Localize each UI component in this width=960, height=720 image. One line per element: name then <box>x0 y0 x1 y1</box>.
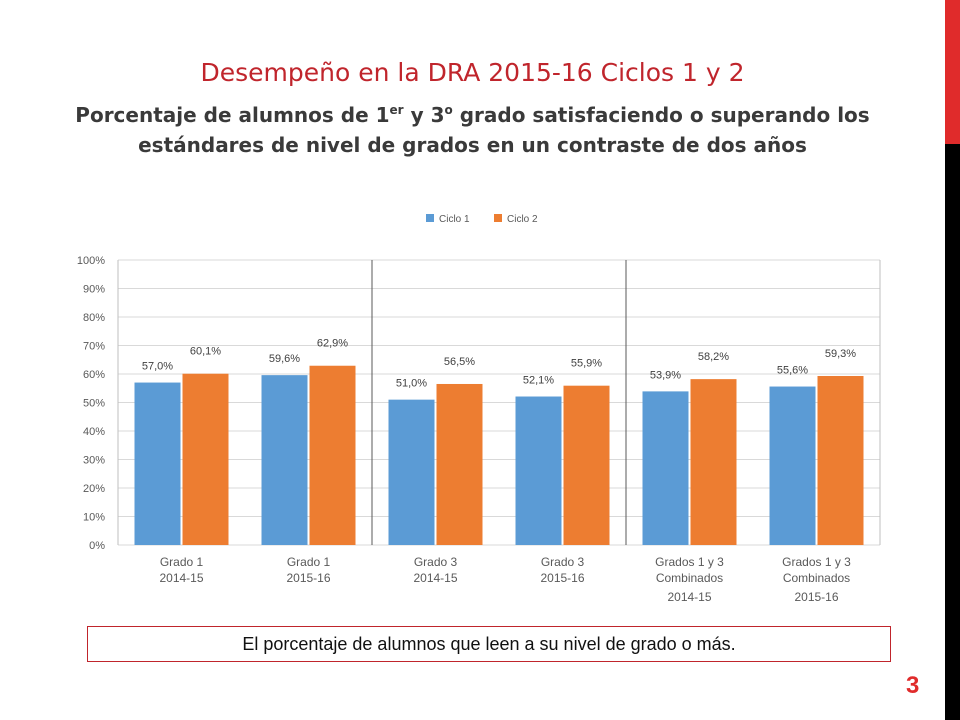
subtitle-part: grado satisfaciendo o superando los está… <box>138 103 870 157</box>
accent-bar-black <box>945 144 960 720</box>
callout-box: El porcentaje de alumnos que leen a su n… <box>87 626 891 662</box>
legend-swatch <box>494 214 502 222</box>
data-label: 56,5% <box>444 356 475 368</box>
x-category-label: Grados 1 y 3 <box>655 555 724 569</box>
data-label: 57,0% <box>142 361 173 373</box>
bar-ciclo-2 <box>436 383 483 545</box>
x-category-label: 2014-15 <box>667 590 711 604</box>
x-category-label: 2014-15 <box>413 571 457 585</box>
data-label: 59,3% <box>825 348 856 360</box>
x-category-label: Grado 3 <box>541 555 585 569</box>
y-tick-label: 0% <box>89 540 105 552</box>
data-label: 59,6% <box>269 353 300 365</box>
subtitle-superscript: er <box>389 103 404 117</box>
x-category-label: 2015-16 <box>540 571 584 585</box>
bar-ciclo-2 <box>690 379 737 545</box>
x-category-label: Grado 1 <box>160 555 204 569</box>
y-tick-label: 10% <box>83 512 105 524</box>
x-category-label: Grados 1 y 3 <box>782 555 851 569</box>
bar-ciclo-1 <box>134 382 181 545</box>
x-category-label: Combinados <box>783 571 850 585</box>
y-tick-label: 50% <box>83 398 105 410</box>
y-tick-label: 90% <box>83 284 105 296</box>
bar-ciclo-2 <box>817 375 864 545</box>
y-tick-label: 40% <box>83 426 105 438</box>
accent-bar-red <box>945 0 960 144</box>
legend-label: Ciclo 1 <box>439 214 470 225</box>
bar-ciclo-1 <box>515 396 562 545</box>
data-label: 62,9% <box>317 338 348 350</box>
data-label: 58,2% <box>698 351 729 363</box>
data-label: 60,1% <box>190 346 221 358</box>
subtitle-part: y 3 <box>403 103 445 127</box>
bar-ciclo-2 <box>182 373 229 545</box>
slide-subtitle: Porcentaje de alumnos de 1er y 3o grado … <box>40 100 905 160</box>
y-tick-label: 60% <box>83 369 105 381</box>
subtitle-superscript: o <box>444 103 453 117</box>
bar-ciclo-1 <box>261 375 308 545</box>
bar-ciclo-1 <box>388 399 435 545</box>
data-label: 55,6% <box>777 365 808 377</box>
x-category-label: Combinados <box>656 571 723 585</box>
data-label: 51,0% <box>396 378 427 390</box>
data-label: 53,9% <box>650 369 681 381</box>
legend-label: Ciclo 2 <box>507 214 538 225</box>
legend-swatch <box>426 214 434 222</box>
y-tick-label: 70% <box>83 341 105 353</box>
y-tick-label: 100% <box>77 255 105 267</box>
bar-ciclo-1 <box>642 391 689 545</box>
bar-ciclo-2 <box>309 365 356 545</box>
data-label: 55,9% <box>571 358 602 370</box>
subtitle-part: Porcentaje de alumnos de 1 <box>75 103 390 127</box>
y-tick-label: 20% <box>83 483 105 495</box>
bar-ciclo-1 <box>769 386 816 545</box>
data-label: 52,1% <box>523 375 554 387</box>
y-tick-label: 30% <box>83 455 105 467</box>
x-category-label: 2014-15 <box>159 571 203 585</box>
x-category-label: 2015-16 <box>286 571 330 585</box>
slide-title: Desempeño en la DRA 2015-16 Ciclos 1 y 2 <box>200 58 745 87</box>
x-category-label: 2015-16 <box>794 590 838 604</box>
y-tick-label: 80% <box>83 312 105 324</box>
page-number: 3 <box>906 672 920 699</box>
bar-ciclo-2 <box>563 385 610 545</box>
x-category-label: Grado 3 <box>414 555 458 569</box>
bar-chart: 0% 10% 20% 30% 40% 50% 60% 70% 80% 90% 100% 57,0% 60… <box>77 214 881 604</box>
x-category-label: Grado 1 <box>287 555 331 569</box>
